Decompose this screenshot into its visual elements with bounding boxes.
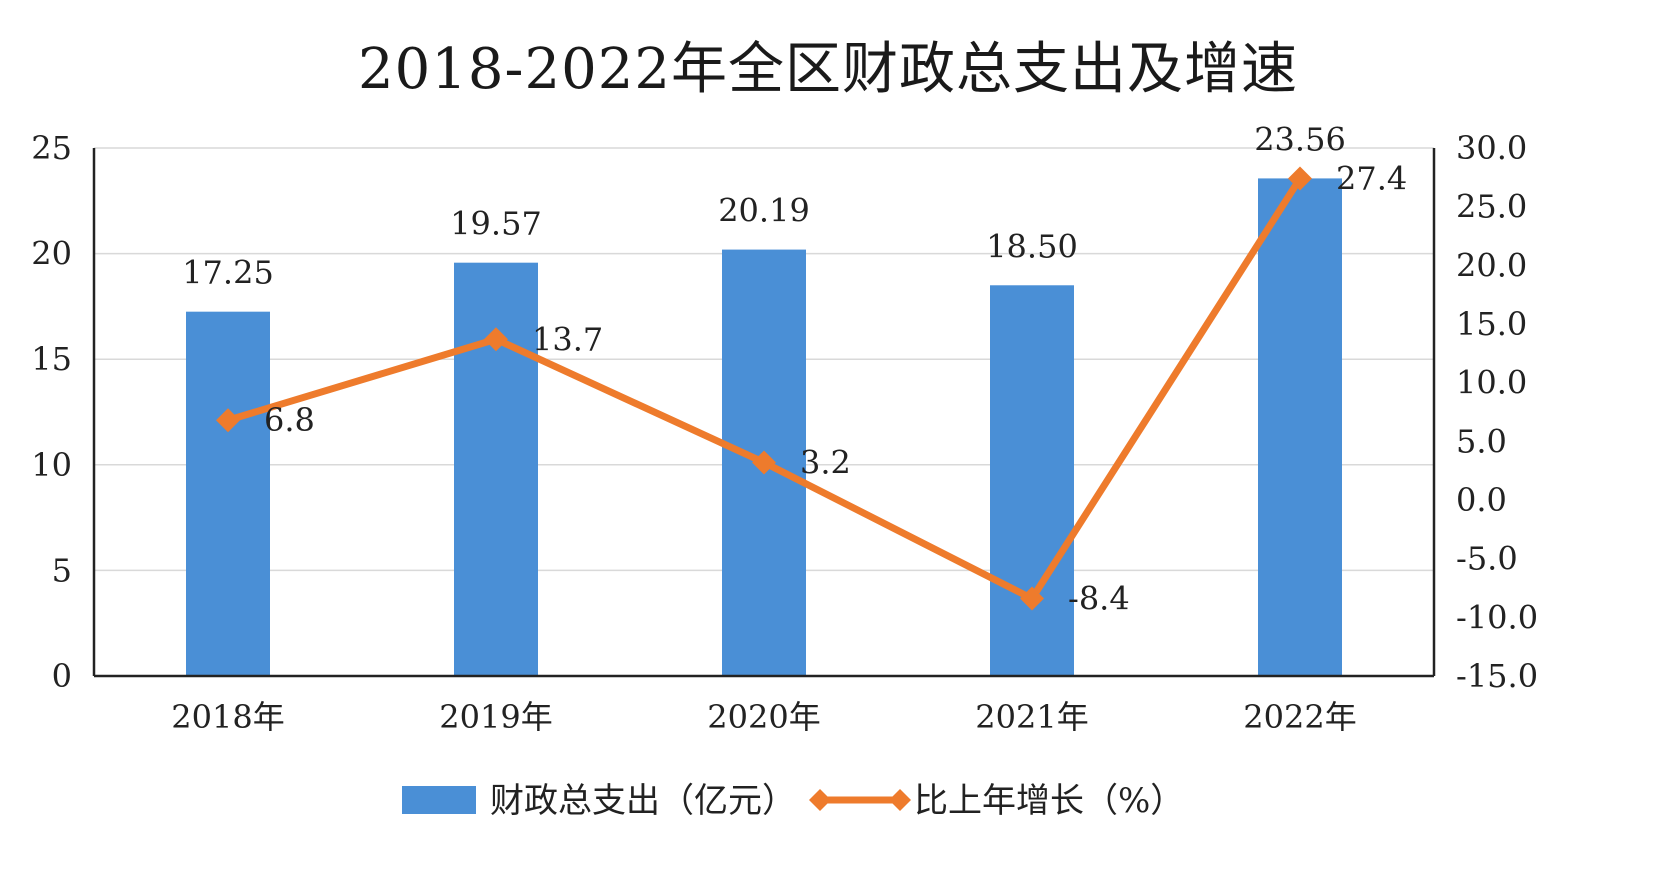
bar-data-label: 19.57	[450, 205, 542, 243]
bar	[990, 285, 1074, 676]
legend-marker-right	[889, 789, 911, 811]
legend-label-line: 比上年增长（%）	[914, 781, 1184, 821]
chart-title: 2018-2022年全区财政总支出及增速	[358, 37, 1298, 102]
line-marker	[1288, 166, 1312, 191]
bar	[1258, 178, 1342, 677]
y-left-tick-label: 0	[52, 657, 72, 695]
y-right-tick-label: 25.0	[1456, 188, 1527, 226]
line-data-label: 27.4	[1336, 160, 1407, 198]
line-marker	[216, 408, 240, 433]
line-data-label: -8.4	[1068, 580, 1130, 618]
y-right-tick-label: 30.0	[1456, 129, 1527, 167]
bar-data-label: 20.19	[718, 192, 810, 230]
y-right-tick-label: 10.0	[1456, 364, 1527, 402]
legend-marker-left	[809, 789, 831, 811]
bar	[454, 262, 538, 676]
y-right-tick-label: -10.0	[1456, 598, 1538, 636]
legend-swatch-bar	[402, 786, 476, 814]
line-series	[216, 166, 1312, 611]
y-right-tick-label: 0.0	[1456, 481, 1507, 519]
legend: 财政总支出（亿元） 比上年增长（%）	[402, 781, 1184, 821]
bar	[186, 311, 270, 676]
legend-label-bar: 财政总支出（亿元）	[490, 781, 796, 821]
x-tick-label: 2021年	[975, 698, 1088, 736]
line-data-label: 6.8	[264, 401, 315, 439]
y-left-tick-label: 25	[31, 129, 72, 167]
y-right-tick-label: -15.0	[1456, 657, 1538, 695]
x-tick-label: 2019年	[439, 698, 552, 736]
data-labels: 17.25 19.57 20.19 18.50 23.56 6.8 13.7 3.2 -8.4 2…	[182, 120, 1407, 617]
line-data-label: 3.2	[800, 443, 851, 481]
bar-data-label: 18.50	[986, 227, 1078, 265]
y-left-tick-label: 20	[31, 235, 72, 273]
y-left-tick-label: 10	[31, 446, 72, 484]
y-left-tick-label: 15	[31, 340, 72, 378]
y-right-tick-label: 5.0	[1456, 422, 1507, 460]
axes: 0 5 10 15 20 25 -15.0 -10.0 -5.0 0.0 5.0 10.0 15.0 20…	[31, 129, 1538, 736]
y-right-tick-label: -5.0	[1456, 540, 1518, 578]
y-left-tick-label: 5	[52, 551, 72, 589]
x-tick-label: 2022年	[1243, 698, 1356, 736]
line-marker	[484, 327, 508, 352]
line-marker	[1020, 586, 1044, 611]
y-right-tick-label: 20.0	[1456, 246, 1527, 284]
bar-data-label: 23.56	[1254, 120, 1346, 158]
y-right-tick-label: 15.0	[1456, 305, 1527, 343]
x-tick-label: 2020年	[707, 698, 820, 736]
line-marker	[752, 450, 776, 475]
bar-data-label: 17.25	[182, 254, 274, 292]
line-data-label: 13.7	[532, 320, 603, 358]
x-tick-label: 2018年	[171, 698, 284, 736]
